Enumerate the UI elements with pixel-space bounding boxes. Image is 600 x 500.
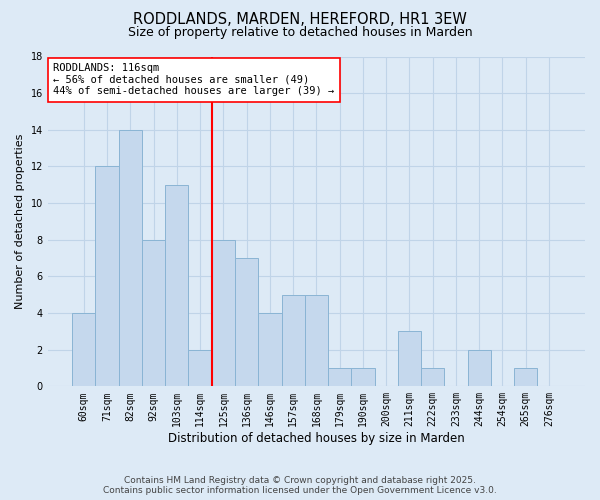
Bar [398,332,421,386]
Bar [514,368,538,386]
Bar [235,258,258,386]
Bar [95,166,119,386]
Bar [467,350,491,387]
Bar [281,294,305,386]
Bar [142,240,165,386]
X-axis label: Distribution of detached houses by size in Marden: Distribution of detached houses by size … [168,432,465,445]
Bar [328,368,351,386]
Bar [212,240,235,386]
Bar [188,350,212,387]
Text: RODDLANDS: 116sqm
← 56% of detached houses are smaller (49)
44% of semi-detached: RODDLANDS: 116sqm ← 56% of detached hous… [53,63,334,96]
Y-axis label: Number of detached properties: Number of detached properties [15,134,25,309]
Text: Size of property relative to detached houses in Marden: Size of property relative to detached ho… [128,26,472,39]
Bar [119,130,142,386]
Bar [305,294,328,386]
Text: RODDLANDS, MARDEN, HEREFORD, HR1 3EW: RODDLANDS, MARDEN, HEREFORD, HR1 3EW [133,12,467,28]
Bar [351,368,374,386]
Bar [258,313,281,386]
Bar [421,368,445,386]
Bar [72,313,95,386]
Bar [165,185,188,386]
Text: Contains HM Land Registry data © Crown copyright and database right 2025.
Contai: Contains HM Land Registry data © Crown c… [103,476,497,495]
